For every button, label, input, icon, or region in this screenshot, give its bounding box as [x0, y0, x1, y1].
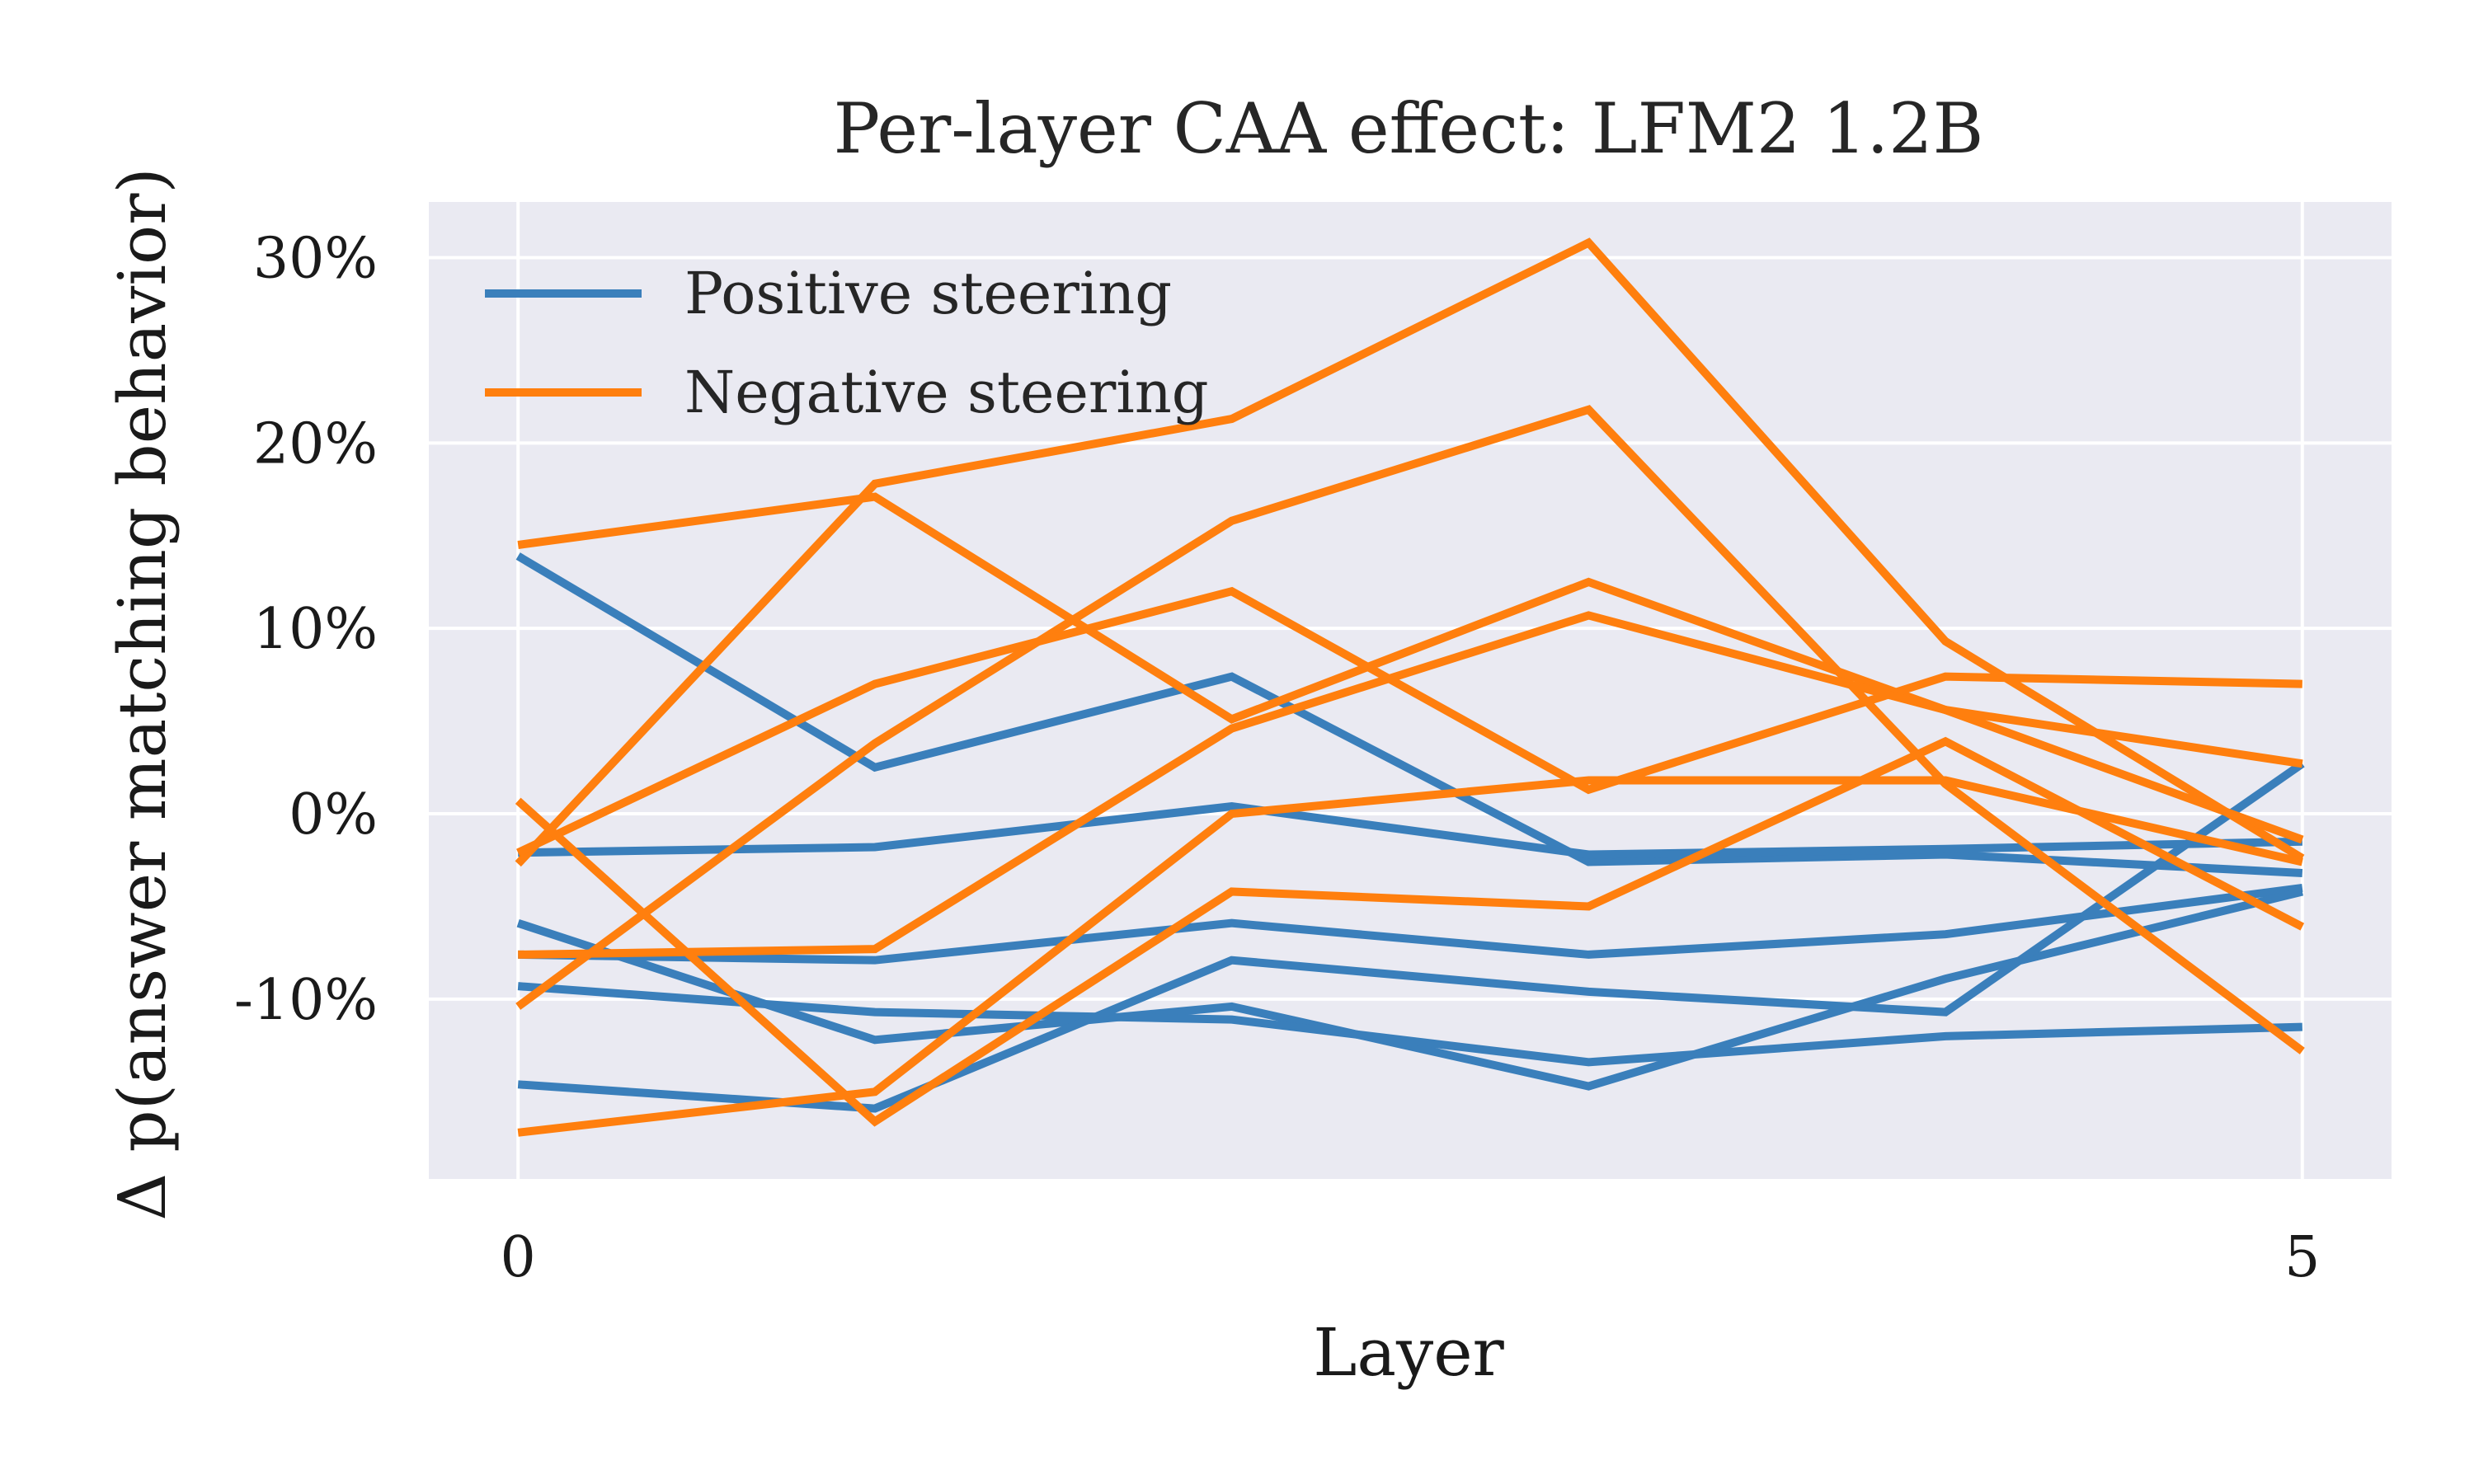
legend-label-positive-steering: Positive steering [684, 260, 1172, 327]
chart-title: Per-layer CAA effect: LFM2 1.2B [834, 88, 1984, 169]
positive-steering-line-3 [518, 884, 2303, 965]
y-tick-label: -10% [234, 968, 378, 1033]
negative-steering-line-12 [515, 736, 2305, 1127]
series-lines [515, 237, 2305, 1137]
legend: Positive steering Negative steering [485, 260, 1209, 426]
negative-steering-line-10 [516, 586, 2302, 857]
positive-steering-line-5 [517, 982, 2302, 1067]
y-tick-label: 0% [289, 782, 378, 848]
negative-steering-line-8 [515, 405, 2305, 1054]
y-tick-label: 20% [253, 411, 378, 477]
x-tick-label: 0 [501, 1225, 536, 1290]
y-tick-label: 10% [253, 597, 378, 662]
y-tick-label: 30% [253, 226, 378, 291]
y-axis-label: Δ p(answer matching behavior) [104, 167, 181, 1220]
positive-steering-line-2 [518, 801, 2302, 859]
positive-steering-line-4 [516, 887, 2304, 1091]
negative-steering-line-11 [518, 611, 2303, 959]
negative-steering-line-9 [517, 492, 2304, 844]
positive-steering-line-6 [517, 760, 2305, 1113]
tick-labels: -10% 0% 10% 20% 30% 0 5 [234, 226, 2321, 1290]
negative-steering-line-13 [517, 776, 2303, 1137]
positive-steering-line-1 [515, 552, 2303, 877]
x-tick-label: 5 [2284, 1225, 2320, 1290]
legend-label-negative-steering: Negative steering [684, 359, 1209, 426]
x-axis-label: Layer [1313, 1314, 1504, 1391]
